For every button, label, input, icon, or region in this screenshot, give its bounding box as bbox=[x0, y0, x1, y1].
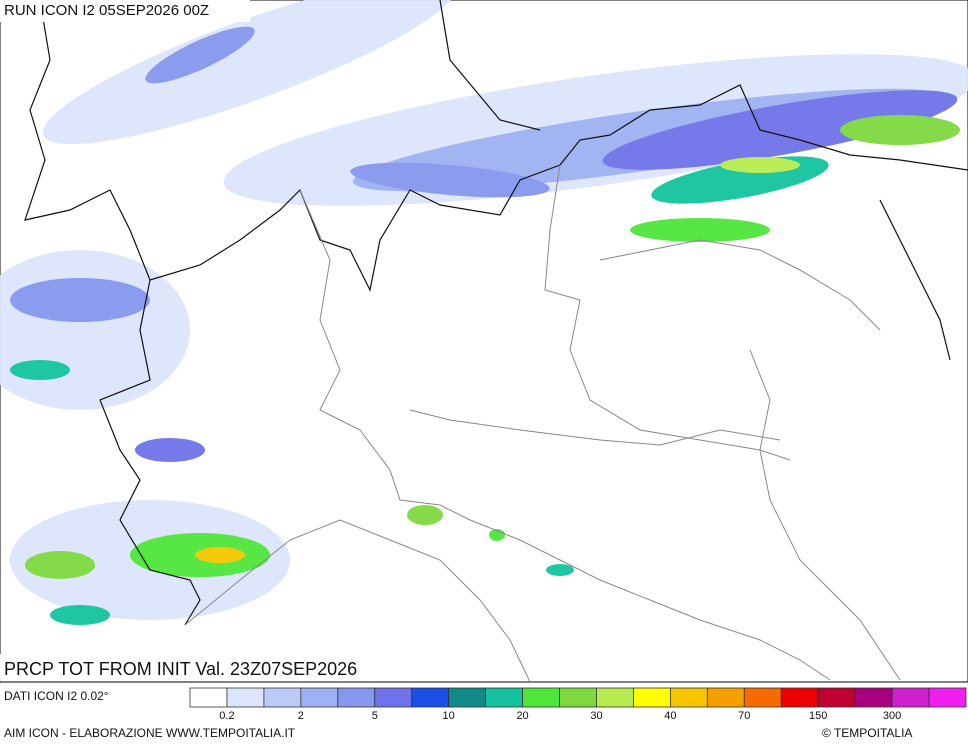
legend-swatch bbox=[485, 687, 523, 708]
map-caption: PRCP TOT FROM INIT Val. 23Z07SEP2026 bbox=[4, 659, 357, 679]
map-title: RUN ICON I2 05SEP2026 00Z bbox=[4, 2, 209, 19]
legend-label: 40 bbox=[664, 710, 676, 722]
legend-swatch bbox=[448, 687, 487, 708]
legend-swatch bbox=[596, 687, 634, 708]
legend-label: 70 bbox=[738, 710, 750, 722]
legend-label: 0.2 bbox=[219, 710, 234, 722]
legend-label: 10 bbox=[443, 710, 455, 722]
legend-swatch bbox=[928, 687, 967, 708]
legend-swatch bbox=[891, 687, 930, 708]
legend-swatch bbox=[780, 687, 819, 708]
legend-label: 30 bbox=[590, 710, 602, 722]
legend-swatch bbox=[817, 687, 856, 708]
borders bbox=[24, 0, 968, 683]
legend-source: DATI ICON I2 0.02° bbox=[4, 689, 109, 703]
legend-label: 150 bbox=[809, 710, 827, 722]
precipitation bbox=[0, 0, 968, 625]
legend-swatch bbox=[300, 687, 339, 708]
footer-copyright: © TEMPOITALIA bbox=[822, 726, 912, 740]
title-box bbox=[0, 0, 250, 22]
legend-swatch bbox=[706, 687, 745, 708]
legend-swatch bbox=[189, 687, 228, 708]
legend-swatch bbox=[633, 687, 671, 708]
legend-swatch bbox=[226, 687, 265, 708]
footer-credit: AIM ICON - ELABORAZIONE WWW.TEMPOITALIA.… bbox=[4, 726, 296, 740]
legend-swatch bbox=[559, 687, 597, 708]
legend-label: 300 bbox=[883, 710, 901, 722]
legend-swatch bbox=[337, 687, 376, 708]
legend-swatch bbox=[411, 687, 450, 708]
legend-label: 20 bbox=[516, 710, 528, 722]
map: RUN ICON I2 05SEP2026 00Z PRCP TOT FROM … bbox=[0, 0, 968, 683]
legend-swatch bbox=[669, 687, 708, 708]
legend-swatch bbox=[263, 687, 302, 708]
legend: 0.2 2 5 10 20 30 40 70 150 300 bbox=[189, 687, 967, 722]
caption-box bbox=[0, 654, 395, 681]
legend-swatch bbox=[743, 687, 782, 708]
legend-swatch bbox=[522, 687, 560, 708]
legend-label: 2 bbox=[298, 710, 304, 722]
legend-swatch bbox=[374, 687, 413, 708]
legend-swatch bbox=[854, 687, 893, 708]
legend-label: 5 bbox=[372, 710, 378, 722]
